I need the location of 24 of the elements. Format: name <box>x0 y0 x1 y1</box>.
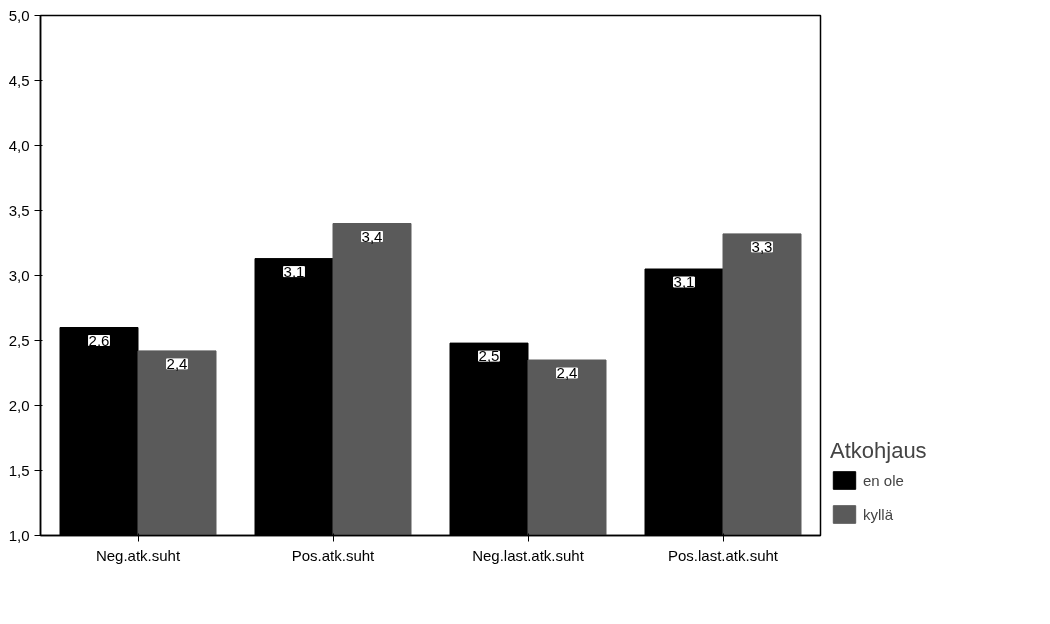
data-label: 2,4 <box>556 364 578 381</box>
y-tick-label: 5,0 <box>8 6 30 24</box>
y-tick-label: 1,5 <box>8 461 30 479</box>
x-tick-label: Pos.atk.suht <box>291 546 376 564</box>
data-label: 3,4 <box>361 227 383 245</box>
x-tick-label: Neg.last.atk.suht <box>472 546 585 564</box>
data-label: 2,4 <box>166 354 188 372</box>
y-tick-label: 3,5 <box>8 201 30 219</box>
data-label: 2,5 <box>478 347 500 365</box>
y-tick-label: 2,0 <box>8 396 30 414</box>
x-tick-label: Neg.atk.suht <box>95 546 181 564</box>
legend-title: Atkohjaus <box>830 438 927 464</box>
data-label: 2,6 <box>88 331 110 349</box>
y-tick-label: 1,0 <box>8 526 30 544</box>
data-label: 3,1 <box>283 262 305 280</box>
data-label: 3,3 <box>751 237 773 255</box>
x-tick-label: Pos.last.atk.suht <box>667 546 779 564</box>
y-tick-label: 2,5 <box>8 331 30 349</box>
y-tick-label: 4,5 <box>8 71 30 89</box>
legend-label: kyllä <box>863 505 894 523</box>
y-tick-label: 3,0 <box>8 266 30 284</box>
data-label: 3,1 <box>673 273 695 290</box>
y-tick-label: 4,0 <box>8 136 30 154</box>
legend-label: en ole <box>863 471 904 489</box>
